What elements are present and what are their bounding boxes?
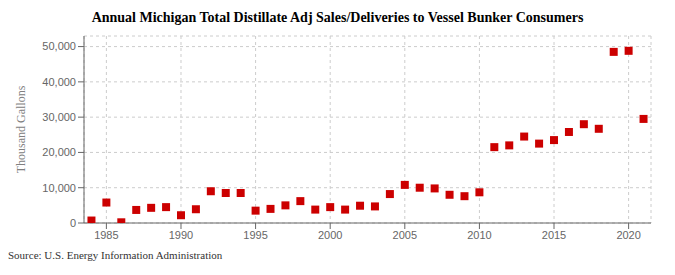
- svg-text:2010: 2010: [467, 229, 491, 241]
- svg-text:2015: 2015: [542, 229, 566, 241]
- svg-text:2005: 2005: [393, 229, 417, 241]
- svg-text:Thousand Gallons: Thousand Gallons: [14, 85, 28, 173]
- svg-text:1995: 1995: [243, 229, 267, 241]
- svg-text:1985: 1985: [94, 229, 118, 241]
- svg-text:2020: 2020: [616, 229, 640, 241]
- svg-text:30,000: 30,000: [42, 111, 76, 123]
- svg-text:50,000: 50,000: [42, 40, 76, 52]
- html-text:Source: U.S. Energy Informatio: Source: U.S. Energy Information Administ…: [8, 249, 223, 261]
- svg-text:10,000: 10,000: [42, 182, 76, 194]
- svg-text:20,000: 20,000: [42, 146, 76, 158]
- svg-text:2000: 2000: [318, 229, 342, 241]
- svg-text:0: 0: [70, 217, 76, 229]
- svg-text:40,000: 40,000: [42, 76, 76, 88]
- html-text:Annual Michigan Total Distilla: Annual Michigan Total Distillate Adj Sal…: [91, 10, 584, 25]
- svg-text:1990: 1990: [169, 229, 193, 241]
